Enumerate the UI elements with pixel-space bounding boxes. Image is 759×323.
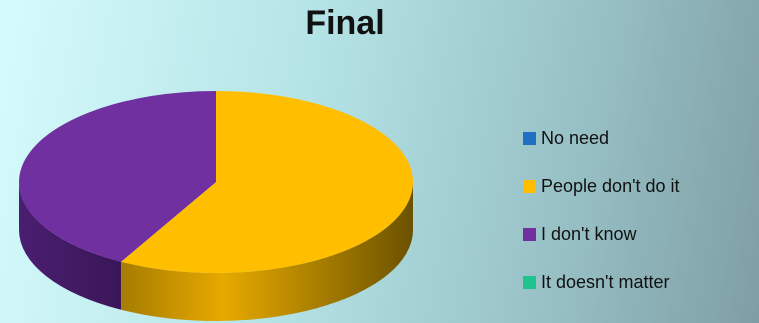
legend-swatch-it-doesnt-matter <box>523 275 536 289</box>
legend-item-people-dont-do-it: People don't do it <box>523 166 680 206</box>
pie-side-people-don-t-do-it <box>121 182 413 321</box>
legend-label-no-need: No need <box>541 127 610 148</box>
legend: No need People don't do it I don't know … <box>523 118 680 302</box>
legend-label-people-dont-do-it: People don't do it <box>541 175 680 196</box>
legend-item-it-doesnt-matter: It doesn't matter <box>523 262 680 302</box>
legend-item-i-dont-know: I don't know <box>523 214 680 254</box>
chart-title: Final <box>305 4 385 42</box>
legend-label-it-doesnt-matter: It doesn't matter <box>541 271 670 292</box>
legend-swatch-people-dont-do-it <box>523 179 536 193</box>
legend-swatch-i-dont-know <box>523 227 536 241</box>
legend-swatch-no-need <box>523 131 536 145</box>
pie-slice-i-don-t-know <box>19 91 217 262</box>
pie-side-i-don-t-know <box>19 182 122 310</box>
pie-slice-people-don-t-do-it <box>121 90 414 273</box>
legend-label-i-dont-know: I don't know <box>541 223 637 244</box>
legend-item-no-need: No need <box>523 118 680 158</box>
